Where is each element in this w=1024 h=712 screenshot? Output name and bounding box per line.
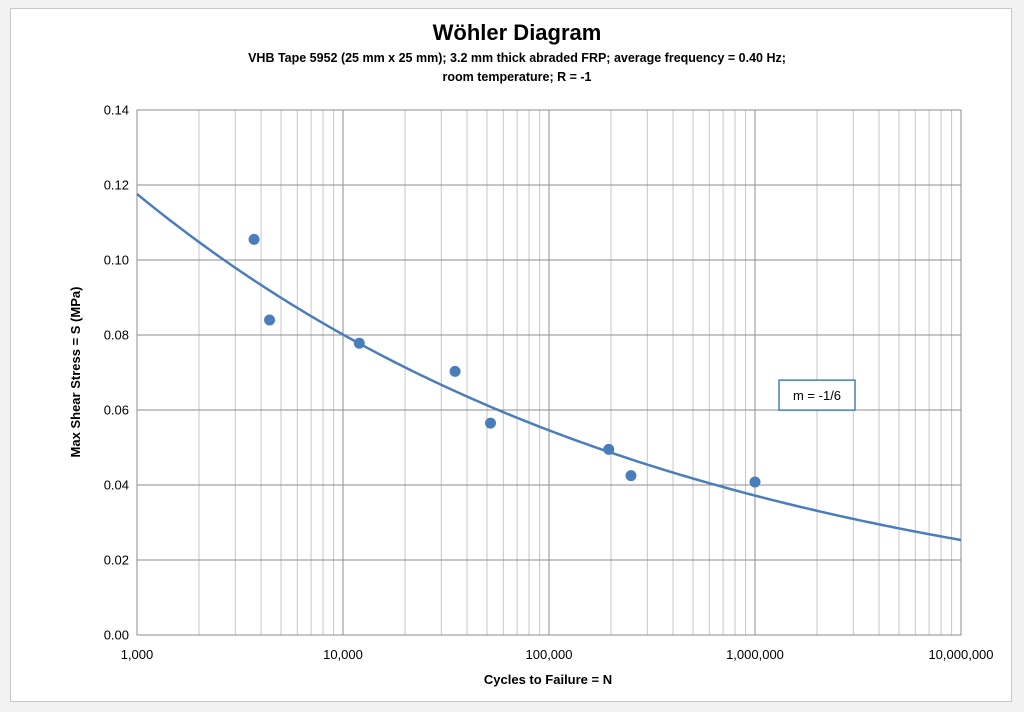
x-tick-label: 1,000,000	[726, 647, 784, 662]
data-point	[603, 443, 615, 455]
x-tick-label: 10,000,000	[928, 647, 993, 662]
data-point	[749, 476, 761, 488]
trend-curve-layer	[136, 192, 962, 542]
x-tick-label: 1,000	[121, 647, 154, 662]
data-point	[625, 470, 637, 482]
chart-subtitle-line-1: VHB Tape 5952 (25 mm x 25 mm); 3.2 mm th…	[248, 51, 786, 65]
chart-title: Wöhler Diagram	[433, 20, 602, 45]
data-point	[353, 337, 365, 349]
plot-area-border	[136, 109, 962, 636]
data-points-layer	[248, 233, 761, 488]
data-point	[449, 365, 461, 377]
y-tick-label: 0.06	[104, 403, 129, 418]
y-tick-label: 0.02	[104, 553, 129, 568]
data-point	[248, 233, 260, 245]
x-axis-title: Cycles to Failure = N	[484, 672, 612, 687]
data-point	[264, 314, 276, 326]
y-tick-label: 0.00	[104, 628, 129, 643]
x-tick-label: 10,000	[323, 647, 363, 662]
x-tick-label: 100,000	[526, 647, 573, 662]
y-tick-label: 0.12	[104, 178, 129, 193]
y-axis-title: Max Shear Stress = S (MPa)	[68, 287, 83, 458]
grid	[136, 109, 961, 636]
annotation-box	[778, 379, 856, 411]
chart-subtitle-line-2: room temperature; R = -1	[443, 70, 592, 84]
tick-labels: 1,000 10,000 100,000 1,000,000 10,000,000 0.0…	[104, 103, 994, 663]
slope-annotation: m = -1/6	[778, 379, 856, 411]
data-point	[484, 417, 496, 429]
y-tick-label: 0.04	[104, 478, 129, 493]
power-law-fit-curve	[136, 192, 962, 542]
y-tick-label: 0.14	[104, 103, 129, 118]
y-tick-label: 0.10	[104, 253, 129, 268]
y-tick-label: 0.08	[104, 328, 129, 343]
annotation-label: m = -1/6	[793, 388, 841, 403]
chart-frame	[10, 8, 1012, 702]
